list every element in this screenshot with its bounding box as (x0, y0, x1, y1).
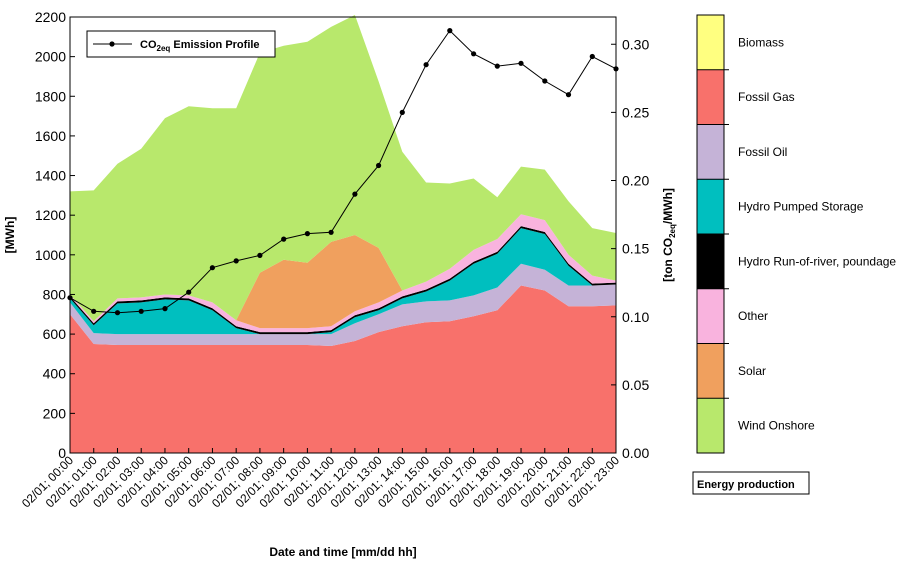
right-axis-label: [ton CO2eq/MWh] (661, 188, 677, 282)
legend-swatch (697, 15, 724, 70)
legend-swatch (697, 69, 724, 125)
emission-point (376, 162, 382, 169)
area-other (70, 214, 616, 333)
emission-point (91, 308, 97, 314)
left-tick-label: 0 (58, 445, 66, 461)
area-wind-onshore (70, 15, 616, 322)
left-tick-label: 200 (43, 405, 67, 421)
energy-legend-title-box (692, 471, 810, 495)
legend-label: Fossil Oil (738, 145, 787, 159)
legend-label: Other (738, 309, 768, 323)
legend-swatch (697, 124, 724, 180)
right-tick-label: 0.30 (622, 36, 649, 52)
emission-point (162, 306, 168, 312)
legend-label: Biomass (738, 35, 784, 49)
line-legend-label: CO2eq Emission Profile (140, 39, 260, 53)
emission-point (138, 308, 144, 314)
area-hydro-run-of-river-poundage (70, 226, 616, 335)
area-solar (70, 214, 616, 329)
x-axis-label: Date and time [mm/dd hh] (269, 545, 416, 559)
left-tick-label: 400 (43, 366, 67, 382)
emission-point (518, 60, 524, 66)
left-tick-label: 2000 (35, 49, 66, 65)
left-tick-label: 1000 (35, 247, 66, 263)
right-tick-label: 0.10 (622, 309, 649, 325)
area-hydro-pumped-storage (70, 228, 616, 335)
legend-swatch (697, 179, 724, 234)
emission-line (67, 28, 619, 316)
left-tick-label: 1200 (35, 207, 66, 223)
right-tick-label: 0.05 (622, 377, 649, 393)
legend-label: Hydro Run-of-river, poundage (738, 254, 896, 268)
area-fossil-gas (70, 285, 616, 453)
legend-frame (696, 14, 725, 454)
left-tick-label: 1400 (35, 168, 66, 184)
emission-point (304, 231, 310, 237)
line-legend-marker (109, 41, 115, 47)
legend-label: Wind Onshore (738, 419, 815, 433)
emission-point (565, 92, 572, 98)
right-tick-label: 0.20 (622, 173, 649, 189)
left-axis: 0 200 400 600 800 1000 1200 1400 1600 1800 2000 220… (35, 9, 75, 461)
legend-swatch (697, 234, 724, 289)
emission-point (114, 310, 121, 316)
legend-label: Solar (738, 364, 766, 378)
line-legend: CO2eq Emission Profile (86, 30, 276, 58)
emission-point (447, 28, 453, 34)
emission-point (471, 51, 477, 57)
left-tick-label: 2200 (35, 9, 66, 25)
left-tick-label: 800 (43, 286, 67, 302)
area-fossil-oil (70, 263, 616, 346)
stacked-areas (70, 15, 616, 453)
emission-point (209, 265, 215, 271)
legend-label: Fossil Gas (738, 90, 795, 104)
left-tick-label: 1600 (35, 128, 66, 144)
energy-legend: Biomass Fossil Gas Fossil Oil Hydro Pumped … (696, 14, 896, 454)
emission-point (542, 78, 548, 84)
emission-point (399, 109, 405, 115)
emission-point (281, 236, 287, 242)
emission-point (589, 53, 595, 60)
energy-legend-title: Energy production (697, 479, 795, 491)
right-axis: 0.00 0.05 0.10 0.15 0.20 0.25 0.30 (611, 36, 649, 461)
right-tick-label: 0.25 (622, 104, 649, 120)
emission-point (186, 289, 192, 295)
left-tick-label: 1800 (35, 88, 66, 104)
emission-point (352, 191, 358, 197)
legend-swatch (697, 288, 724, 344)
plot-frame (69, 16, 617, 454)
right-tick-label: 0.00 (622, 445, 649, 461)
emission-line-path (69, 29, 617, 314)
emission-point (257, 252, 263, 258)
left-axis-label: [MWh] (3, 217, 17, 254)
right-tick-label: 0.15 (622, 241, 649, 257)
emission-point (233, 258, 239, 264)
emission-point (494, 63, 500, 69)
legend-swatch (697, 343, 724, 399)
legend-swatch (697, 398, 724, 453)
legend-label: Hydro Pumped Storage (738, 200, 864, 214)
emission-point (328, 229, 334, 235)
left-tick-label: 600 (43, 326, 67, 342)
emission-point (423, 62, 429, 68)
